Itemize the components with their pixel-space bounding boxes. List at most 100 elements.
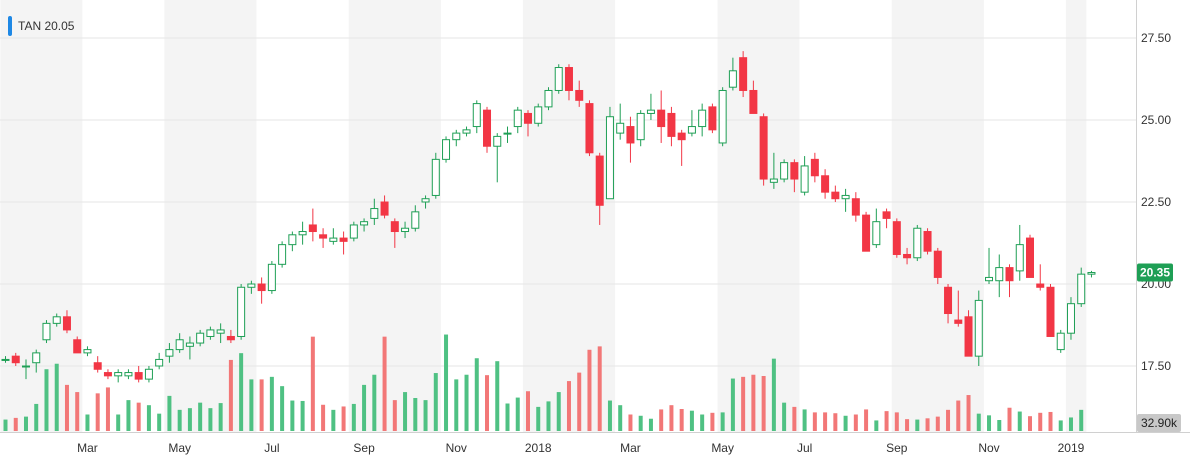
candle-body [687, 126, 696, 134]
candle-body [677, 132, 686, 141]
volume-bar [1048, 411, 1053, 431]
volume-bar [997, 420, 1002, 431]
candle-body [523, 112, 532, 124]
volume-bar [239, 353, 244, 431]
volume-bar [669, 405, 674, 431]
x-tick-label: May [168, 441, 191, 455]
x-tick-label: Jul [264, 441, 279, 455]
candle-body [1, 358, 10, 361]
candle-body [32, 352, 41, 364]
candle-body [452, 132, 461, 141]
candle-body [708, 106, 717, 131]
volume-bar [13, 417, 18, 431]
candle-body [903, 253, 912, 259]
candle-body [1077, 273, 1086, 305]
candle-body [646, 109, 655, 114]
candle-body [892, 221, 901, 255]
volume-bar [618, 405, 623, 431]
volume-bar [935, 416, 940, 431]
volume-bar [372, 374, 377, 431]
candle-body [83, 349, 92, 354]
volume-bar [280, 386, 285, 431]
candle-body [626, 126, 635, 144]
volume-bar [485, 375, 490, 431]
volume-bar [648, 418, 653, 431]
candle-body [175, 339, 184, 351]
candle-body [247, 283, 256, 288]
volume-bar [536, 406, 541, 431]
y-tick-label: 27.50 [1141, 31, 1171, 45]
volume-bar [956, 400, 961, 431]
last-price-label: 20.35 [1140, 266, 1170, 280]
candle-body [1026, 237, 1034, 278]
volume-bar [495, 361, 500, 431]
candle-body [749, 89, 758, 114]
candle-body [831, 191, 840, 200]
candle-body [944, 286, 953, 315]
candle-body [380, 201, 389, 216]
volume-bar [853, 414, 858, 431]
volume-badge [1137, 414, 1181, 432]
x-tick-label: 2018 [525, 441, 552, 455]
volume-bar [290, 400, 295, 431]
chart-legend[interactable]: TAN 20.05 [8, 15, 74, 37]
volume-bar [546, 401, 551, 431]
x-tick-label: Nov [978, 441, 999, 455]
volume-bar [905, 419, 910, 431]
volume-bar [116, 414, 121, 431]
candle-body [431, 158, 440, 196]
candle-body [144, 368, 153, 380]
candle-body [298, 231, 307, 236]
volume-bar [54, 363, 59, 431]
shaded-band [0, 0, 83, 432]
candle-body [780, 162, 789, 180]
volume-bar [249, 379, 254, 431]
candle-body [698, 109, 707, 128]
volume-bar [34, 403, 39, 431]
candle-body [401, 227, 410, 233]
candle-body [554, 67, 563, 91]
x-tick-label: Sep [353, 441, 375, 455]
candle-body [483, 109, 492, 147]
volume-bar [177, 409, 182, 431]
candle-body [329, 237, 338, 242]
candle-body [308, 224, 317, 233]
volume-bar [392, 400, 397, 431]
volume-bar [597, 346, 602, 431]
volume-bar [382, 336, 387, 431]
volume-bar [1038, 412, 1043, 431]
volume-bar [413, 398, 418, 431]
candle-body [616, 122, 625, 134]
legend-swatch [8, 16, 12, 36]
shaded-band [1065, 0, 1087, 432]
volume-bar [525, 391, 530, 431]
volume-bar [269, 376, 274, 431]
candle-body [257, 283, 266, 292]
x-tick-label: Mar [77, 441, 98, 455]
candle-body [995, 267, 1004, 282]
candle-body [319, 234, 328, 239]
volume-bar [1007, 407, 1012, 431]
volume-bar [331, 409, 336, 431]
candle-body [790, 162, 799, 180]
candle-body [595, 155, 604, 206]
candle-body [267, 263, 276, 292]
volume-bar [720, 412, 725, 431]
volume-bar [556, 392, 561, 431]
legend-value: 20.05 [44, 19, 75, 33]
volume-bar [157, 413, 162, 431]
candle-body [206, 329, 215, 337]
volume-bar [782, 402, 787, 431]
volume-bar [75, 392, 80, 431]
volume-bar [198, 402, 203, 431]
volume-bar [700, 414, 705, 431]
x-tick-label: Jul [797, 441, 812, 455]
candle-body [278, 244, 287, 265]
candle-body [1056, 332, 1065, 351]
volume-bar [679, 409, 684, 431]
shaded-band [891, 0, 984, 432]
candle-body [985, 276, 994, 282]
shaded-band [717, 0, 800, 432]
volume-bar [710, 412, 715, 431]
